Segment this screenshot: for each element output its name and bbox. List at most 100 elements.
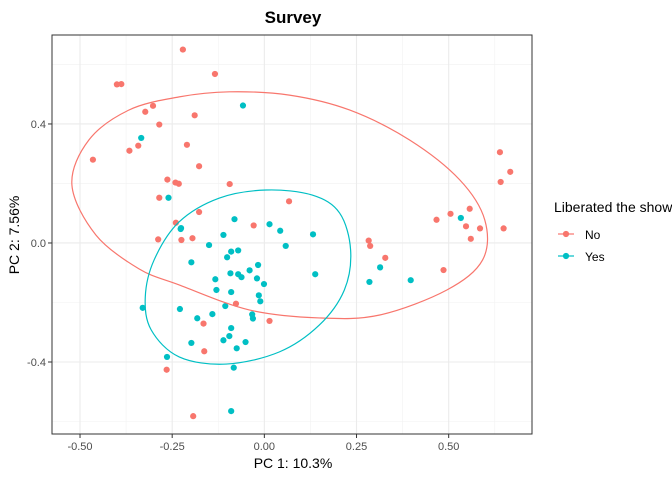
point-no [467,235,474,242]
point-yes [188,259,195,266]
point-no [190,413,197,420]
point-yes [366,278,373,286]
point-no [433,216,440,223]
ellipse-yes [144,189,352,365]
point-yes [226,333,233,340]
point-no [164,176,171,183]
point-no [476,225,484,232]
point-yes [309,231,317,238]
point-yes [254,261,262,269]
x-tick-label: -0.25 [160,441,185,453]
chart-title: Survey [265,8,322,27]
legend-title: Liberated the show? [554,199,672,215]
point-no [226,180,233,188]
y-tick-label: 0.4 [31,119,46,131]
x-axis-label: PC 1: 10.3% [254,455,333,471]
point-no [179,46,186,53]
point-no [367,242,374,250]
point-yes [253,275,261,282]
point-no [500,225,507,232]
y-tick-label: -0.4 [27,357,46,369]
point-no [440,266,447,274]
point-no [142,108,149,115]
legend-label-no: No [585,228,601,242]
point-no [466,205,473,212]
point-no [89,156,97,163]
point-no [507,168,514,175]
point-yes [220,337,227,344]
point-no [178,236,185,244]
point-yes [255,292,262,299]
point-yes [282,242,289,250]
point-yes [194,315,201,322]
point-no [149,102,157,109]
point-yes [377,264,384,271]
point-yes [228,248,235,255]
point-no [156,194,163,201]
point-no [201,348,208,355]
point-no [496,149,504,156]
point-no [211,70,219,78]
point-yes [228,407,235,415]
point-no [175,180,182,187]
point-yes [188,339,195,347]
point-no [497,178,504,186]
point-no [462,223,470,230]
point-yes [239,102,247,109]
legend-key-point-yes [562,252,570,260]
point-yes [230,364,237,371]
point-no [195,208,203,216]
point-no [156,121,163,128]
point-yes [228,288,235,296]
point-no [183,141,191,148]
point-yes [260,280,268,288]
x-tick-label: 0.25 [346,441,367,453]
point-yes [257,298,264,305]
point-yes [242,338,249,346]
point-yes [224,254,231,261]
point-no [155,236,162,243]
point-no [191,112,198,119]
point-no [266,317,273,325]
panel-background [52,35,532,434]
point-yes [176,305,184,313]
point-yes [228,324,235,332]
point-yes [227,270,234,277]
point-no [135,142,142,149]
point-yes [163,353,171,361]
point-no [285,198,293,205]
y-axis-label: PC 2: 7.56% [6,196,22,275]
plot-panel: -0.50 -0.25 0.00 0.25 0.50 -0.4 0.0 0.4 [27,34,533,453]
point-no [200,320,207,327]
point-no [118,80,125,88]
point-yes [177,225,185,232]
point-yes [312,271,319,278]
point-yes [138,134,145,142]
point-yes [407,277,414,284]
point-no [126,147,133,154]
point-no [365,237,372,244]
point-yes [205,241,213,249]
point-no [163,366,170,373]
point-yes [139,304,146,311]
point-yes [266,221,273,228]
point-yes [212,276,219,283]
point-yes [213,286,220,294]
point-no [195,163,203,170]
point-yes [457,214,464,222]
point-no [250,222,257,229]
point-yes [235,247,242,254]
point-no [189,235,196,242]
point-yes [238,274,245,281]
panel-border [51,34,533,435]
point-yes [249,315,257,322]
legend-label-yes: Yes [585,250,605,264]
point-yes [220,231,227,239]
legend: Liberated the show? No Yes [554,199,672,264]
point-yes [277,227,284,234]
x-tick-label: 0.00 [254,441,275,453]
point-yes [209,310,216,318]
x-tick-label: -0.50 [67,441,92,453]
legend-key-point-no [562,230,570,238]
point-no [447,210,454,217]
